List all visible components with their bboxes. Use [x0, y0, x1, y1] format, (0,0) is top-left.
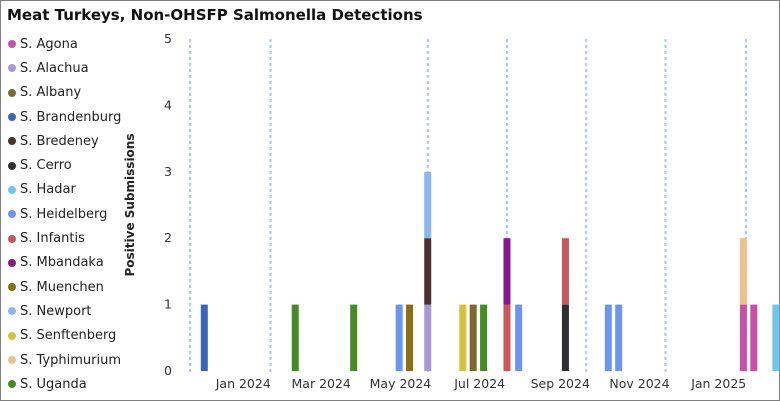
bar-segment-s-cerro[interactable]: [561, 304, 569, 371]
bar-segment-s-uganda[interactable]: [291, 304, 299, 371]
legend-marker: [8, 283, 16, 292]
y-tick-label: 2: [164, 230, 172, 245]
legend-marker: [8, 234, 16, 243]
bar-segment-s-mbandaka[interactable]: [503, 238, 511, 305]
x-tick-label: Jul 2024: [453, 376, 505, 391]
bar-segment-s-bredeney[interactable]: [424, 238, 432, 305]
y-tick-label: 4: [164, 97, 172, 112]
legend-label: S. Agona: [20, 36, 78, 52]
legend-marker: [8, 356, 16, 364]
legend-marker: [8, 40, 16, 49]
x-tick-label: Jan 2024: [215, 376, 271, 391]
x-tick-label: May 2024: [370, 376, 432, 391]
legend-item-s-uganda[interactable]: S. Uganda: [8, 372, 121, 396]
chart-legend: S. Agona S. Alachua S. Albany S. Brandenbur…: [8, 32, 121, 396]
bar-segment-s-uganda[interactable]: [480, 304, 488, 371]
bar-segment-s-agona[interactable]: [739, 304, 747, 371]
bar-segment-s-heidelberg[interactable]: [604, 304, 612, 371]
x-tick-label: Nov 2024: [609, 376, 669, 391]
legend-marker: [8, 331, 16, 340]
legend-label: S. Newport: [20, 303, 92, 319]
legend-marker: [8, 64, 16, 73]
legend-marker: [8, 210, 16, 219]
legend-item-s-brandenburg[interactable]: S. Brandenburg: [8, 105, 121, 129]
legend-label: S. Uganda: [20, 376, 87, 392]
legend-item-s-mbandaka[interactable]: S. Mbandaka: [8, 251, 121, 275]
legend-label: S. Mbandaka: [20, 255, 104, 271]
legend-label: S. Alachua: [20, 60, 89, 76]
legend-label: S. Bredeney: [20, 133, 99, 149]
legend-label: S. Albany: [20, 85, 82, 101]
legend-marker: [8, 137, 16, 146]
bar-segment-s-newport[interactable]: [424, 171, 432, 239]
legend-marker: [8, 113, 16, 122]
legend-marker: [8, 161, 16, 170]
legend-label: S. Brandenburg: [20, 109, 122, 125]
legend-item-s-senftenberg[interactable]: S. Senftenberg: [8, 324, 121, 348]
legend-label: S. Typhimurium: [20, 352, 121, 368]
legend-marker: [8, 380, 16, 389]
reference-lines: [189, 39, 747, 372]
bar-segment-s-alachua[interactable]: [424, 304, 432, 371]
legend-marker: [8, 185, 16, 194]
bar-segment-s-heidelberg[interactable]: [515, 304, 523, 371]
legend-label: S. Muenchen: [20, 279, 104, 295]
bar-segment-s-albany[interactable]: [469, 304, 477, 371]
x-tick-label: Jan 2025: [690, 376, 746, 391]
legend-marker: [8, 258, 16, 267]
bar-segment-s-senftenberg[interactable]: [459, 304, 467, 371]
x-tick-label: Sep 2024: [531, 376, 590, 391]
legend-item-s-alachua[interactable]: S. Alachua: [8, 56, 121, 80]
bar-segment-s-muenchen[interactable]: [406, 304, 414, 371]
bar-segment-s-uganda[interactable]: [350, 304, 358, 371]
x-axis-ticks: Jan 2024 Mar 2024 May 2024 Jul 2024 Sep 2024…: [215, 376, 747, 391]
bar-segment-s-infantis[interactable]: [561, 238, 569, 305]
y-tick-label: 1: [164, 297, 172, 312]
legend-item-s-cerro[interactable]: S. Cerro: [8, 153, 121, 177]
legend-label: S. Infantis: [20, 231, 85, 247]
bar-segment-s-typhimurium[interactable]: [739, 238, 747, 305]
legend-item-s-heidelberg[interactable]: S. Heidelberg: [8, 202, 121, 226]
y-tick-label: 5: [164, 31, 172, 46]
y-tick-label: 3: [164, 164, 172, 179]
legend-item-s-agona[interactable]: S. Agona: [8, 32, 121, 56]
legend-label: S. Hadar: [20, 182, 76, 198]
legend-item-s-typhimurium[interactable]: S. Typhimurium: [8, 348, 121, 372]
x-tick-label: Mar 2024: [292, 376, 351, 391]
legend-marker: [8, 307, 16, 316]
legend-label: S. Heidelberg: [20, 206, 108, 222]
bar-segment-s-hadar[interactable]: [772, 304, 780, 371]
bar-segment-s-agona[interactable]: [750, 304, 758, 371]
bar-segment-s-heidelberg[interactable]: [615, 304, 623, 371]
bar-segment-s-heidelberg[interactable]: [395, 304, 403, 371]
bar-segment-s-brandenburg[interactable]: [200, 304, 208, 371]
legend-item-s-muenchen[interactable]: S. Muenchen: [8, 275, 121, 299]
chart-title: Meat Turkeys, Non-OHSFP Salmonella Detec…: [7, 6, 423, 24]
legend-item-s-albany[interactable]: S. Albany: [8, 81, 121, 105]
legend-label: S. Cerro: [20, 158, 72, 174]
bar-stacks: [200, 171, 780, 371]
legend-item-s-newport[interactable]: S. Newport: [8, 299, 121, 323]
legend-marker: [8, 88, 16, 97]
bar-segment-s-infantis[interactable]: [503, 304, 511, 371]
y-tick-label: 0: [164, 363, 172, 378]
y-axis-label: Positive Submissions: [123, 133, 137, 276]
legend-label: S. Senftenberg: [20, 328, 117, 344]
y-axis-ticks: 0 1 2 3 4 5: [164, 31, 172, 378]
legend-item-s-hadar[interactable]: S. Hadar: [8, 178, 121, 202]
legend-item-s-bredeney[interactable]: S. Bredeney: [8, 129, 121, 153]
legend-item-s-infantis[interactable]: S. Infantis: [8, 226, 121, 250]
